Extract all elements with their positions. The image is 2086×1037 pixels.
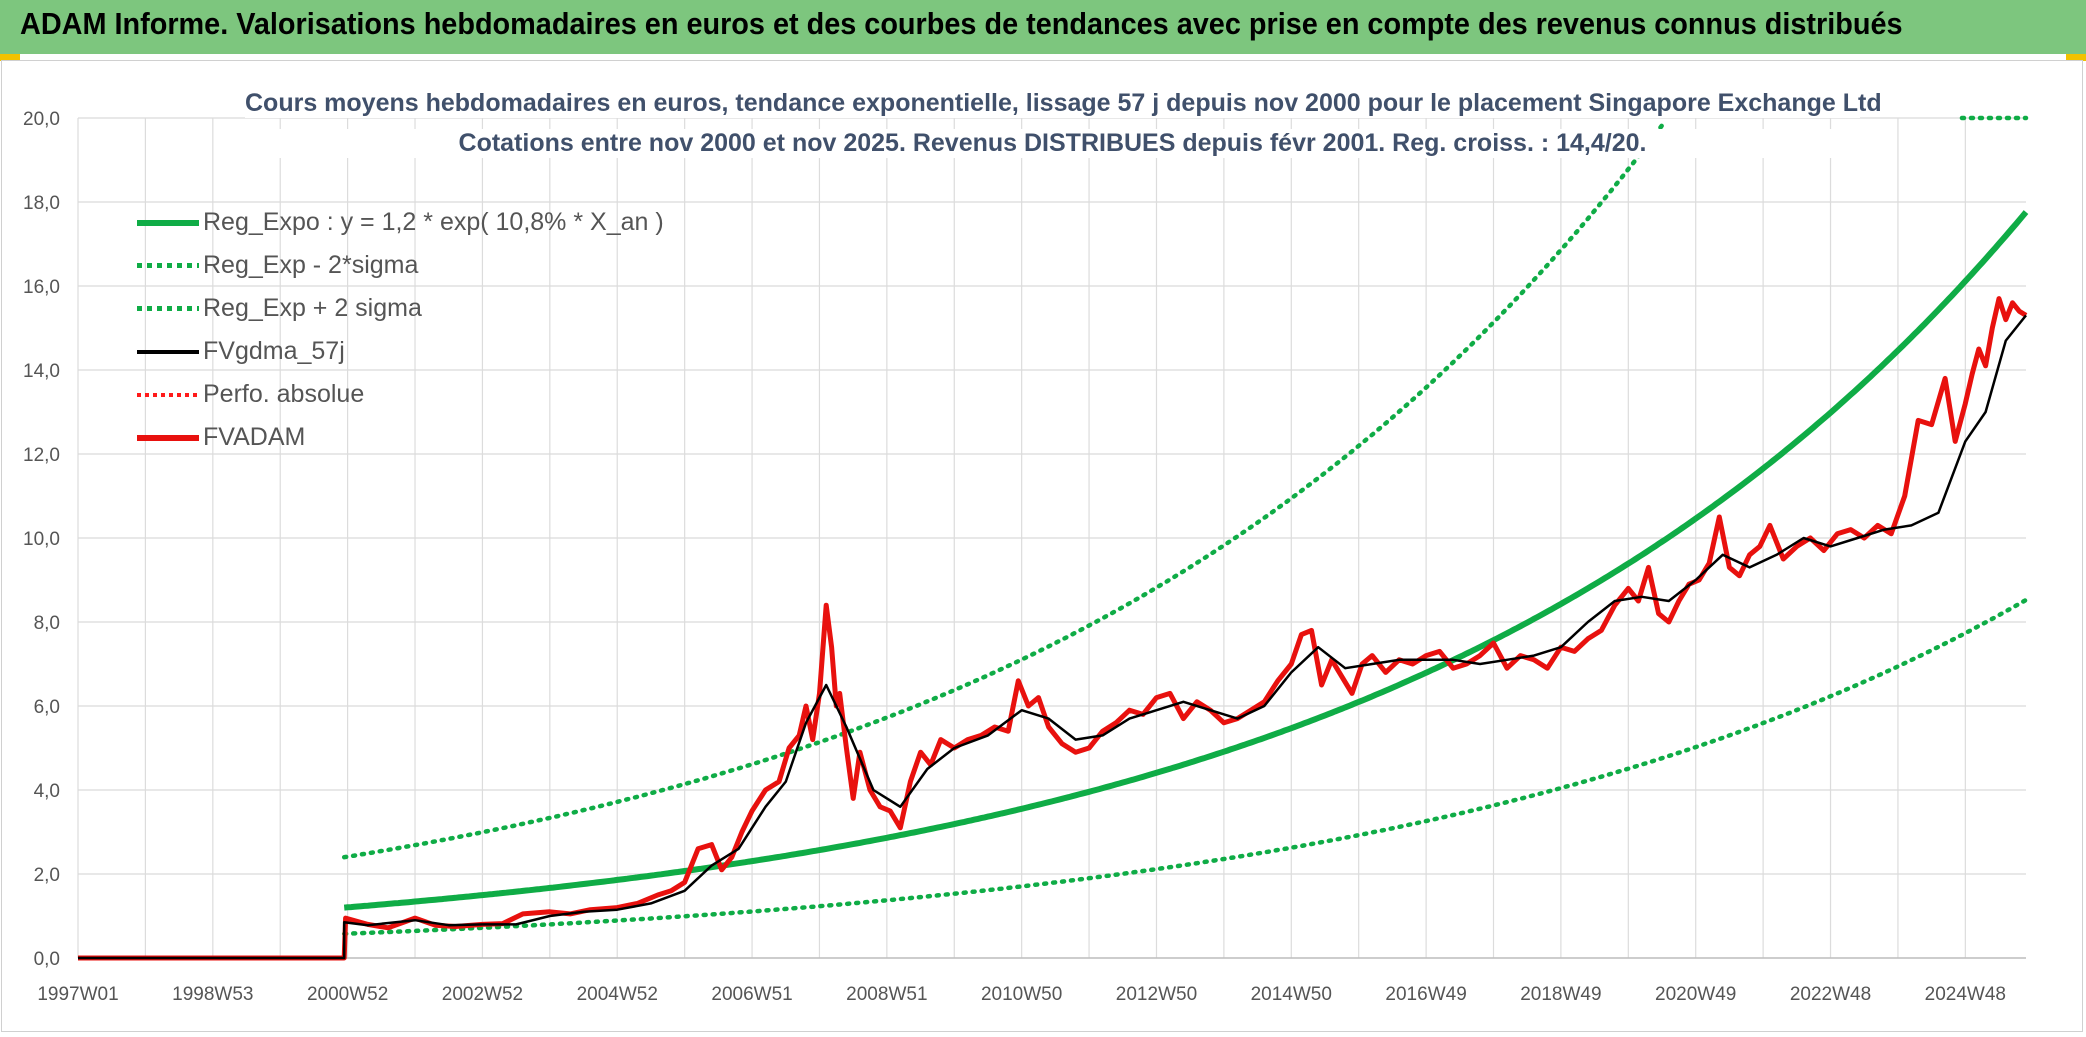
legend-item-reg-exp-minus: Reg_Exp - 2*sigma: [137, 244, 664, 287]
x-tick-label: 1998W53: [172, 984, 253, 1005]
x-tick-label: 2016W49: [1385, 984, 1466, 1005]
x-tick-label: 2014W50: [1251, 984, 1332, 1005]
x-tick-label: 2024W48: [1925, 984, 2006, 1005]
y-tick-label: 6,0: [34, 697, 60, 718]
y-tick-label: 18,0: [23, 193, 60, 214]
x-tick-label: 2008W51: [846, 984, 927, 1005]
y-tick-label: 2,0: [34, 865, 60, 886]
y-tick-label: 4,0: [34, 781, 60, 802]
legend-swatch: [137, 434, 199, 441]
corner-marker-left: [0, 54, 20, 61]
legend-swatch: [137, 392, 199, 397]
x-tick-label: 2020W49: [1655, 984, 1736, 1005]
chart-subtitle: Cotations entre nov 2000 et nov 2025. Re…: [245, 129, 1860, 158]
reg-exp-minus-2sigma-line: [341, 597, 2029, 937]
x-tick-label: 2018W49: [1520, 984, 1601, 1005]
fvgdma-57j-line: [78, 314, 2027, 960]
legend-swatch: [137, 349, 199, 354]
legend-label: Perfo. absolue: [203, 380, 365, 408]
reg-expo-line: [343, 210, 2029, 911]
y-tick-label: 10,0: [23, 529, 60, 550]
chart-title: Cours moyens hebdomadaires en euros, ten…: [245, 89, 1882, 118]
legend: Reg_Expo : y = 1,2 * exp( 10,8% * X_an )…: [137, 201, 664, 459]
x-tick-label: 2000W52: [307, 984, 388, 1005]
x-tick-label: 2002W52: [442, 984, 523, 1005]
legend-item-reg-expo: Reg_Expo : y = 1,2 * exp( 10,8% * X_an ): [137, 201, 664, 244]
y-tick-label: 16,0: [23, 277, 60, 298]
x-tick-label: 1997W01: [37, 984, 118, 1005]
legend-label: Reg_Exp + 2 sigma: [203, 294, 422, 322]
header-bar: ADAM Informe. Valorisations hebdomadaire…: [0, 0, 2086, 54]
y-tick-label: 0,0: [34, 949, 60, 970]
legend-swatch: [137, 219, 199, 226]
legend-item-reg-exp-plus: Reg_Exp + 2 sigma: [137, 287, 664, 330]
x-tick-label: 2022W48: [1790, 984, 1871, 1005]
legend-swatch: [137, 306, 199, 311]
y-tick-label: 14,0: [23, 361, 60, 382]
reg-exp-plus-2sigma-line: [341, 118, 1668, 860]
legend-label: Reg_Exp - 2*sigma: [203, 251, 419, 279]
legend-label: Reg_Expo : y = 1,2 * exp( 10,8% * X_an ): [203, 208, 664, 236]
y-tick-label: 12,0: [23, 445, 60, 466]
x-tick-label: 2006W51: [711, 984, 792, 1005]
legend-label: FVgdma_57j: [203, 337, 345, 365]
y-tick-label: 20,0: [23, 109, 60, 130]
legend-item-fvadam: FVADAM: [137, 416, 664, 459]
chart-frame: [1, 60, 2083, 1032]
x-tick-label: 2004W52: [577, 984, 658, 1005]
x-tick-label: 2010W50: [981, 984, 1062, 1005]
legend-item-fvgdma: FVgdma_57j: [137, 330, 664, 373]
x-tick-label: 2012W50: [1116, 984, 1197, 1005]
legend-item-perfo: Perfo. absolue: [137, 373, 664, 416]
corner-marker-right: [2066, 54, 2086, 61]
legend-swatch: [137, 263, 199, 268]
legend-label: FVADAM: [203, 423, 306, 451]
y-tick-label: 8,0: [34, 613, 60, 634]
report-title: ADAM Informe. Valorisations hebdomadaire…: [20, 6, 1903, 41]
